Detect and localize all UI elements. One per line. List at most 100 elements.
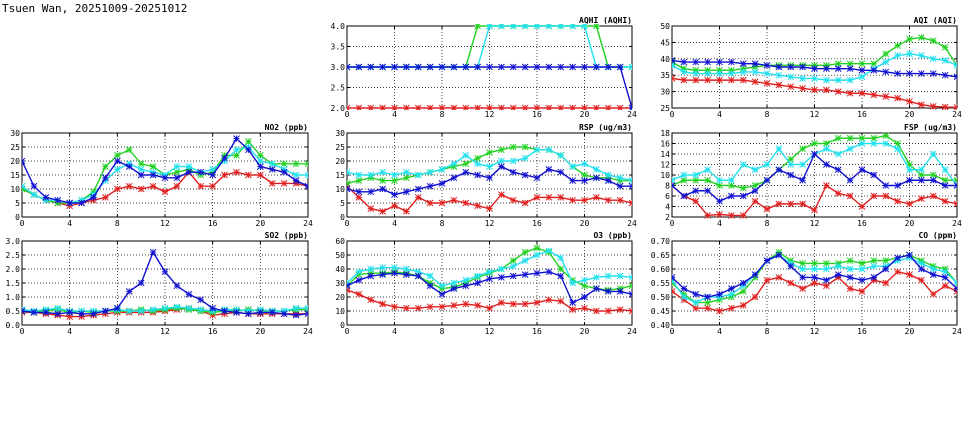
data-point [823, 282, 830, 290]
data-point [692, 304, 700, 312]
chart-title: CO (ppm) [918, 231, 957, 240]
x-tick-label: 12 [160, 219, 170, 228]
data-point [521, 271, 529, 278]
data-point [545, 268, 553, 276]
data-point [403, 63, 410, 71]
data-point [438, 290, 446, 298]
data-point [906, 251, 913, 259]
data-point [704, 176, 711, 184]
x-tick-label: 16 [857, 110, 867, 119]
data-point [846, 274, 854, 281]
data-point [680, 171, 688, 179]
data-point [66, 199, 74, 207]
data-point [775, 251, 783, 259]
data-point [221, 171, 228, 179]
data-point [680, 293, 688, 301]
data-point [716, 70, 723, 77]
data-point [498, 24, 505, 30]
data-point [245, 138, 252, 145]
data-point [941, 182, 949, 189]
data-point [728, 212, 735, 219]
y-tick-label: 35 [660, 71, 670, 80]
data-point [929, 37, 937, 45]
data-point [509, 168, 517, 176]
data-point [728, 66, 735, 74]
data-point [391, 191, 398, 198]
data-point [692, 66, 700, 74]
data-point [751, 182, 759, 189]
data-point [739, 184, 747, 192]
data-point [498, 265, 505, 273]
x-tick-label: 12 [810, 327, 820, 336]
data-point [858, 260, 866, 267]
data-point [486, 24, 493, 30]
data-point [581, 63, 588, 71]
y-tick-label: 30 [335, 279, 345, 288]
data-point [616, 272, 624, 280]
data-point [355, 177, 363, 184]
data-point [78, 310, 85, 318]
data-point [929, 103, 937, 110]
x-tick-label: 8 [115, 327, 120, 336]
data-point [704, 166, 711, 174]
data-point [256, 171, 264, 179]
data-point [751, 293, 759, 301]
y-tick-label: 30 [10, 129, 20, 138]
x-tick-label: 20 [580, 110, 590, 119]
y-tick-label: 10 [660, 171, 670, 180]
data-point [823, 76, 830, 84]
data-point [775, 81, 783, 89]
data-point [716, 76, 723, 84]
data-point [545, 194, 553, 201]
y-tick-label: 3.5 [331, 43, 346, 52]
data-point [953, 288, 957, 295]
data-point [728, 176, 735, 184]
data-point [882, 192, 890, 200]
data-point [716, 290, 723, 298]
data-point [692, 76, 700, 84]
data-point [391, 104, 398, 110]
data-point [799, 63, 806, 71]
data-point [858, 276, 866, 284]
data-point [474, 24, 481, 30]
data-point [953, 62, 957, 69]
data-point [426, 182, 434, 190]
data-point [533, 174, 541, 182]
data-point [834, 88, 842, 95]
data-point [347, 63, 351, 71]
data-point [811, 265, 818, 273]
y-tick-label: 25 [660, 104, 670, 113]
series-cyan [672, 50, 957, 84]
data-point [462, 276, 470, 284]
data-point [256, 152, 264, 159]
data-point [245, 310, 252, 318]
data-point [870, 274, 878, 281]
data-point [498, 163, 505, 170]
data-point [581, 282, 588, 290]
x-tick-label: 8 [440, 219, 445, 228]
x-tick-label: 20 [580, 327, 590, 336]
data-point [268, 166, 276, 173]
data-point [953, 73, 957, 81]
data-point [799, 274, 806, 281]
data-point [953, 279, 957, 287]
data-point [474, 302, 481, 309]
chart-o3: 0 4 8 12 16 20 24 0 10 20 30 40 50 60 O3 (ppb) [335, 231, 637, 336]
data-point [823, 161, 830, 168]
data-point [426, 104, 434, 110]
x-tick-label: 20 [905, 327, 915, 336]
data-point [149, 182, 157, 190]
data-point [739, 76, 747, 84]
data-point [672, 62, 676, 69]
data-point [628, 182, 632, 190]
data-point [894, 94, 901, 102]
data-point [462, 104, 470, 110]
data-point [256, 309, 264, 316]
data-point [953, 182, 957, 189]
data-point [811, 140, 818, 147]
data-point [929, 150, 937, 158]
data-point [304, 182, 308, 190]
data-point [391, 202, 398, 210]
series-blue [347, 163, 632, 198]
data-point [292, 311, 300, 319]
